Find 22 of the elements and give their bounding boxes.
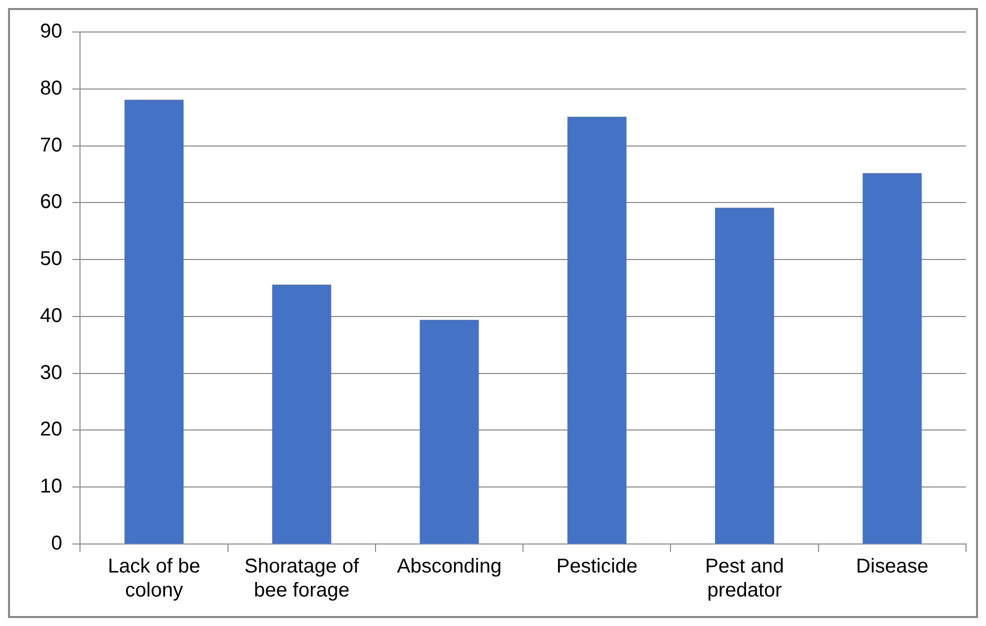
x-tick-label: Absconding — [397, 556, 502, 578]
y-tick-label: 40 — [40, 304, 62, 327]
y-tick-label: 0 — [51, 532, 62, 555]
x-tick-label: Pesticide — [556, 556, 638, 578]
y-tick-label: 10 — [40, 476, 62, 498]
x-tick-label: Disease — [856, 556, 928, 578]
y-tick-label: 90 — [40, 20, 62, 43]
y-tick-label: 70 — [40, 134, 62, 156]
bar — [124, 100, 184, 544]
y-tick-label: 80 — [40, 77, 62, 100]
y-tick-label: 60 — [40, 191, 62, 214]
x-tick-label: Shoratage of bee forage — [244, 556, 360, 602]
x-tick-label: Lack of be colony — [108, 556, 200, 602]
bar — [567, 116, 626, 544]
y-tick-label: 50 — [40, 248, 62, 270]
y-tick-label: 20 — [40, 418, 62, 441]
bar — [420, 320, 479, 544]
x-tick-label: Pest and predator — [705, 556, 784, 602]
y-tick-label: 30 — [40, 362, 62, 384]
bar — [715, 208, 774, 544]
bar — [862, 173, 922, 544]
bar — [272, 284, 332, 544]
